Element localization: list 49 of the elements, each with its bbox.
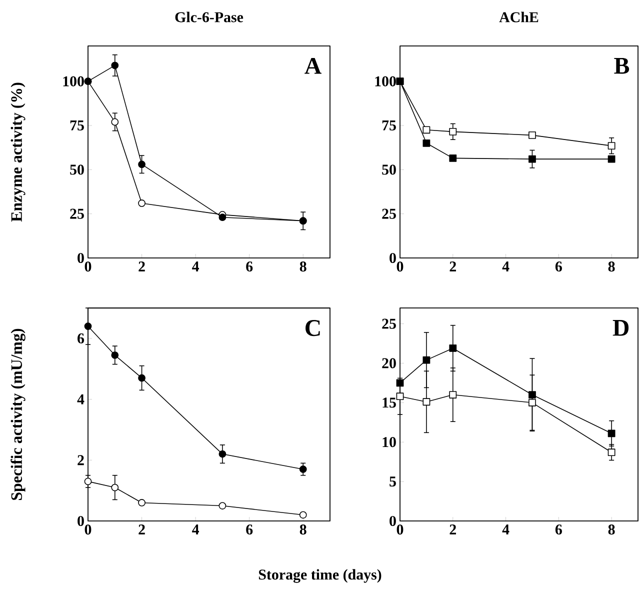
x-tick-label: 2	[138, 524, 145, 534]
chart-title: AChE	[499, 12, 538, 22]
y-tick-label: 0	[78, 252, 84, 264]
x-tick-label: 8	[300, 524, 306, 535]
y-tick-label: 25	[70, 208, 84, 219]
x-tick-label: 0	[84, 524, 92, 535]
y-tick-label: 50	[70, 164, 84, 175]
annotation: C	[306, 320, 320, 336]
x-tick-label: 0	[396, 524, 404, 535]
x-tick-label: 2	[450, 262, 456, 272]
y-tick-label: 0	[78, 516, 84, 526]
x-tick-label: 6	[246, 262, 253, 272]
x-axis-title: Storage time (days)	[258, 569, 382, 583]
x-tick-label: 2	[138, 262, 145, 272]
x-tick-label: 6	[555, 262, 562, 272]
y-tick-label: 100	[63, 76, 84, 86]
x-tick-label: 4	[502, 262, 510, 272]
y-tick-label: 2	[78, 455, 84, 466]
y-axis-title: Specific activity (mU/mg)	[10, 328, 26, 500]
x-tick-label: 0	[84, 262, 92, 272]
x-tick-label: 2	[450, 524, 456, 534]
y-tick-label: 6	[78, 333, 84, 344]
y-tick-label: 75	[382, 120, 396, 130]
x-tick-label: 8	[608, 524, 615, 535]
x-tick-label: 8	[300, 262, 306, 272]
chart-title: Glc-6-Pase	[175, 12, 244, 22]
y-tick-label: 50	[382, 164, 396, 175]
y-tick-label: 100	[375, 76, 396, 86]
x-tick-label: 6	[246, 524, 253, 535]
x-tick-label: 4	[192, 262, 200, 272]
y-tick-label: 10	[382, 437, 396, 448]
annotation: B	[614, 58, 630, 74]
x-tick-label: 4	[192, 524, 200, 534]
y-axis-title: Enzyme activity (%)	[10, 82, 26, 222]
x-tick-label: 8	[608, 262, 615, 272]
x-tick-label: 4	[502, 524, 510, 534]
x-tick-label: 6	[555, 524, 562, 535]
y-tick-label: 0	[390, 516, 396, 526]
y-tick-label: 25	[382, 208, 396, 219]
annotation: A	[304, 58, 322, 74]
y-tick-label: 0	[390, 252, 396, 264]
x-tick-label: 0	[396, 262, 404, 272]
y-tick-label: 25	[382, 318, 396, 329]
y-tick-label: 20	[382, 358, 396, 368]
annotation: D	[612, 320, 629, 336]
y-tick-label: 4	[77, 394, 84, 404]
y-tick-label: 5	[390, 476, 396, 486]
y-tick-label: 15	[382, 398, 396, 408]
y-tick-label: 75	[70, 120, 84, 130]
